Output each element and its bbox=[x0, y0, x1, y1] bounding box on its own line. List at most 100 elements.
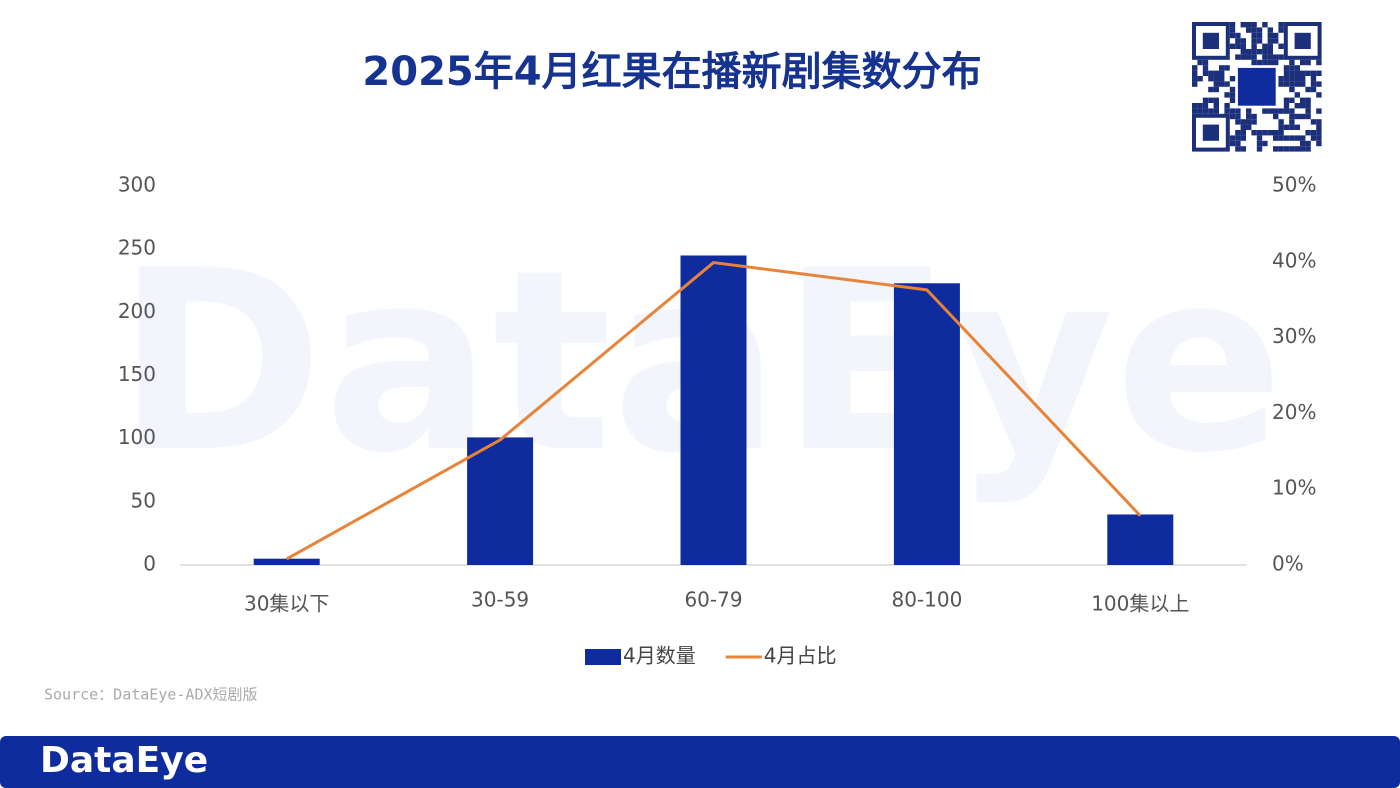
qr-cell bbox=[1316, 81, 1322, 87]
qr-cell bbox=[1235, 43, 1241, 49]
qr-cell bbox=[1240, 124, 1246, 130]
qr-cell bbox=[1251, 119, 1257, 125]
qr-cell bbox=[1251, 38, 1257, 44]
qr-cell bbox=[1294, 76, 1300, 82]
qr-cell bbox=[1289, 76, 1295, 82]
qr-cell bbox=[1219, 65, 1225, 71]
qr-cell bbox=[1289, 124, 1295, 130]
qr-cell bbox=[1289, 135, 1295, 141]
qr-cell bbox=[1273, 38, 1279, 44]
qr-cell bbox=[1283, 146, 1290, 152]
qr-cell bbox=[1273, 146, 1279, 152]
qr-cell bbox=[1251, 49, 1257, 55]
qr-cell bbox=[1262, 22, 1268, 28]
qr-cell bbox=[1289, 146, 1295, 152]
qr-cell bbox=[1305, 113, 1311, 120]
qr-cell bbox=[1316, 135, 1322, 141]
qr-cell bbox=[1294, 70, 1300, 76]
qr-cell bbox=[1316, 70, 1322, 76]
qr-cell bbox=[1213, 108, 1219, 114]
qr-cell bbox=[1208, 97, 1214, 103]
footer-bar bbox=[0, 736, 1400, 788]
qr-cell bbox=[1267, 59, 1273, 66]
qr-cell bbox=[1251, 113, 1257, 120]
qr-cell bbox=[1213, 97, 1219, 103]
x-tick-label: 30-59 bbox=[471, 588, 529, 612]
qr-cell bbox=[1283, 70, 1290, 76]
qr-cell bbox=[1273, 32, 1279, 39]
qr-cell bbox=[1197, 76, 1203, 82]
qr-finder bbox=[1202, 124, 1219, 141]
qr-cell bbox=[1294, 65, 1300, 71]
qr-cell bbox=[1267, 27, 1273, 33]
qr-cell bbox=[1262, 130, 1268, 136]
y-tick-label: 200 bbox=[118, 299, 156, 323]
qr-cell bbox=[1294, 92, 1300, 98]
qr-cell bbox=[1289, 59, 1295, 66]
qr-cell bbox=[1192, 76, 1198, 82]
y2-tick-label: 40% bbox=[1272, 248, 1316, 272]
qr-cell bbox=[1267, 108, 1273, 114]
qr-cell bbox=[1305, 103, 1311, 109]
qr-cell bbox=[1305, 59, 1311, 66]
qr-cell bbox=[1262, 108, 1268, 114]
x-tick-label: 80-100 bbox=[891, 588, 962, 612]
qr-logo bbox=[1237, 67, 1276, 106]
qr-cell bbox=[1300, 59, 1306, 66]
bar bbox=[1107, 514, 1174, 565]
y-tick-label: 300 bbox=[118, 173, 156, 197]
qr-cell bbox=[1262, 59, 1268, 66]
qr-cell bbox=[1283, 76, 1290, 82]
qr-cell bbox=[1278, 81, 1284, 87]
qr-cell bbox=[1278, 54, 1284, 60]
qr-finder bbox=[1192, 113, 1230, 152]
qr-cell bbox=[1240, 38, 1246, 44]
qr-cell bbox=[1310, 86, 1317, 93]
qr-cell bbox=[1202, 65, 1209, 71]
qr-cell bbox=[1267, 49, 1273, 55]
y-tick-label: 100 bbox=[118, 425, 156, 449]
qr-cell bbox=[1294, 103, 1300, 109]
y-tick-label: 50 bbox=[131, 488, 156, 512]
qr-cell bbox=[1310, 130, 1317, 136]
qr-cell bbox=[1251, 54, 1257, 60]
qr-cell bbox=[1192, 65, 1198, 71]
qr-cell bbox=[1300, 70, 1306, 76]
qr-cell bbox=[1229, 32, 1236, 39]
qr-cell bbox=[1273, 108, 1279, 114]
qr-cell bbox=[1256, 38, 1263, 44]
qr-cell bbox=[1283, 65, 1290, 71]
qr-cell bbox=[1289, 70, 1295, 76]
bar bbox=[253, 558, 320, 565]
qr-cell bbox=[1294, 113, 1300, 120]
qr-cell bbox=[1305, 86, 1311, 93]
qr-cell bbox=[1246, 113, 1252, 120]
qr-cell bbox=[1262, 43, 1268, 49]
qr-cell bbox=[1192, 81, 1198, 87]
qr-cell bbox=[1251, 43, 1257, 49]
qr-cell bbox=[1278, 135, 1284, 141]
qr-cell bbox=[1235, 32, 1241, 39]
qr-cell bbox=[1235, 38, 1241, 44]
qr-cell bbox=[1278, 76, 1284, 82]
qr-cell bbox=[1213, 70, 1219, 76]
qr-cell bbox=[1240, 130, 1246, 136]
qr-cell bbox=[1246, 22, 1252, 28]
line bbox=[285, 261, 1142, 561]
qr-cell bbox=[1283, 108, 1290, 114]
qr-cell bbox=[1283, 124, 1290, 130]
qr-cell bbox=[1300, 76, 1306, 82]
qr-cell bbox=[1256, 32, 1263, 39]
qr-cell bbox=[1229, 76, 1236, 82]
qr-cell bbox=[1202, 97, 1209, 103]
qr-cell bbox=[1229, 43, 1236, 49]
qr-cell bbox=[1300, 146, 1306, 152]
legend-label: 4月占比 bbox=[764, 644, 837, 668]
qr-cell bbox=[1273, 54, 1279, 60]
qr-cell bbox=[1278, 146, 1284, 152]
qr-cell bbox=[1219, 76, 1225, 82]
qr-cell bbox=[1251, 27, 1257, 33]
qr-cell bbox=[1229, 113, 1236, 120]
qr-cell bbox=[1224, 108, 1230, 114]
qr-cell bbox=[1246, 119, 1252, 125]
